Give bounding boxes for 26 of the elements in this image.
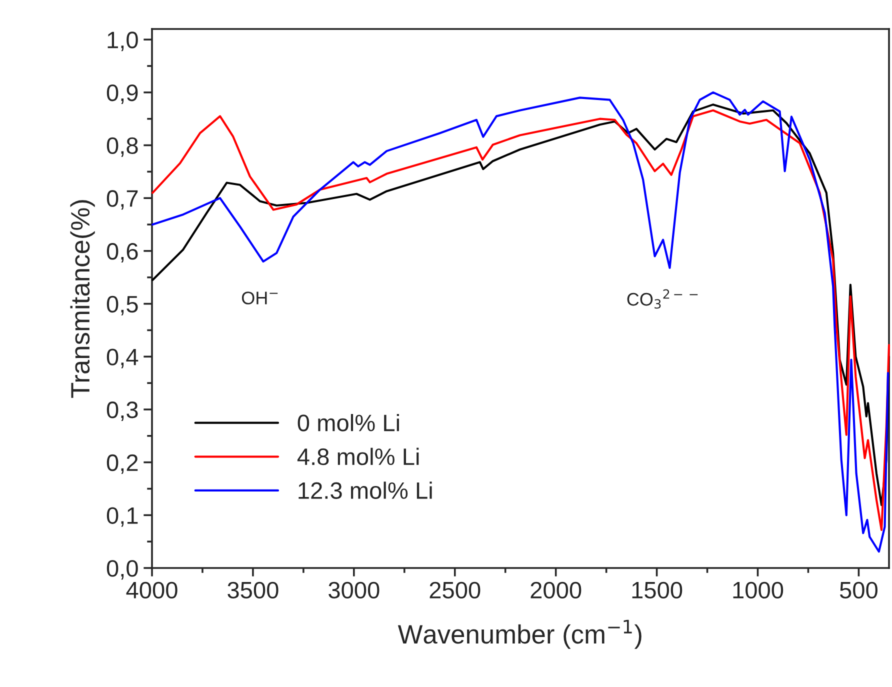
legend-label: 4.8 mol% Li [297, 448, 419, 466]
y-tick-label: 0,4 [106, 348, 138, 368]
x-tick-label: 3500 [228, 582, 278, 599]
y-tick-label: 0,2 [106, 454, 138, 474]
y-tick-label: 0,9 [106, 84, 138, 104]
x-tick-label: 2500 [430, 582, 480, 599]
x-tick-label: 3000 [328, 582, 380, 599]
x-tick-label: 500 [840, 582, 878, 599]
y-tick-label: 0,8 [106, 137, 138, 157]
legend-label: 0 mol% Li [298, 414, 399, 432]
y-tick-label: 0,3 [106, 402, 138, 422]
y-tick-label: 0,0 [106, 560, 138, 580]
y-tick-label: 0,6 [106, 243, 138, 263]
annotation: OH$^{−}$ [242, 292, 278, 304]
x-tick-label: 1500 [632, 582, 682, 599]
x-tick-label: 1000 [733, 582, 784, 599]
x-tick-label: 2000 [530, 582, 582, 599]
y-tick-label: 0,5 [106, 296, 138, 316]
y-tick-label: 1,0 [108, 32, 138, 52]
x-tick-label: 4000 [126, 582, 178, 599]
legend-label: 12.3 mol% Li [298, 482, 432, 499]
y-axis-title: Transmitance(%) [70, 200, 95, 398]
y-tick-label: 0,7 [106, 190, 138, 210]
annotation: CO$_{3}$$^{2−−}$ [627, 289, 698, 309]
x-axis-title: Wavenumber (cm$^{−1}$) [398, 620, 642, 649]
y-tick-label: 0,1 [106, 507, 138, 527]
